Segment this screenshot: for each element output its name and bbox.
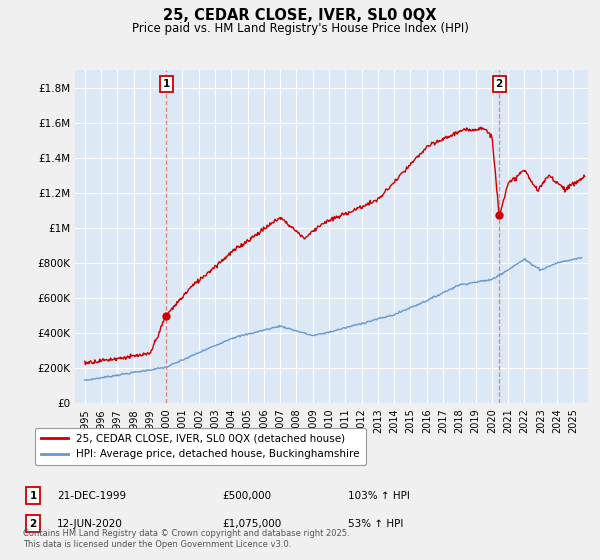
Text: 103% ↑ HPI: 103% ↑ HPI bbox=[348, 491, 410, 501]
Text: Price paid vs. HM Land Registry's House Price Index (HPI): Price paid vs. HM Land Registry's House … bbox=[131, 22, 469, 35]
Text: 1: 1 bbox=[163, 79, 170, 89]
Text: 25, CEDAR CLOSE, IVER, SL0 0QX: 25, CEDAR CLOSE, IVER, SL0 0QX bbox=[163, 8, 437, 24]
Text: 2: 2 bbox=[29, 519, 37, 529]
Legend: 25, CEDAR CLOSE, IVER, SL0 0QX (detached house), HPI: Average price, detached ho: 25, CEDAR CLOSE, IVER, SL0 0QX (detached… bbox=[35, 428, 365, 465]
Text: 53% ↑ HPI: 53% ↑ HPI bbox=[348, 519, 403, 529]
Text: £500,000: £500,000 bbox=[222, 491, 271, 501]
Text: 2: 2 bbox=[496, 79, 503, 89]
Text: £1,075,000: £1,075,000 bbox=[222, 519, 281, 529]
Text: 1: 1 bbox=[29, 491, 37, 501]
Text: 12-JUN-2020: 12-JUN-2020 bbox=[57, 519, 123, 529]
Text: Contains HM Land Registry data © Crown copyright and database right 2025.
This d: Contains HM Land Registry data © Crown c… bbox=[23, 529, 349, 549]
Text: 21-DEC-1999: 21-DEC-1999 bbox=[57, 491, 126, 501]
